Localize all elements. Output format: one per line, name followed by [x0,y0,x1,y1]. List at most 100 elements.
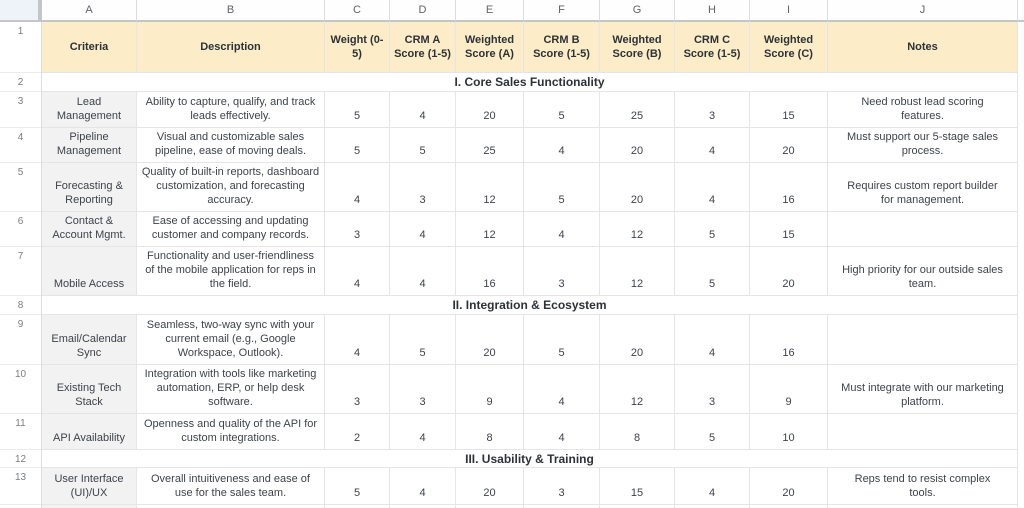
column-header-A[interactable]: A [42,0,137,22]
column-header-G[interactable]: G [600,0,675,22]
section-header-row-2[interactable]: I. Core Sales Functionality [42,73,1018,92]
cell-G7[interactable]: 12 [600,247,675,296]
cell-D6[interactable]: 4 [390,212,456,247]
cell-F1[interactable]: CRM B Score (1-5) [524,22,600,73]
cell-H7[interactable]: 5 [675,247,750,296]
cell-J13[interactable]: Reps tend to resist complex tools. [828,468,1018,505]
cell-F11[interactable]: 4 [524,414,600,450]
cell-B10[interactable]: Integration with tools like marketing au… [137,365,325,414]
cell-E1[interactable]: Weighted Score (A) [456,22,524,73]
cell-G4[interactable]: 20 [600,128,675,163]
cell-B7[interactable]: Functionality and user-friendliness of t… [137,247,325,296]
cell-G6[interactable]: 12 [600,212,675,247]
cell-E3[interactable]: 20 [456,92,524,128]
cell-G3[interactable]: 25 [600,92,675,128]
cell-J3[interactable]: Need robust lead scoring features. [828,92,1018,128]
cell-B4[interactable]: Visual and customizable sales pipeline, … [137,128,325,163]
row-header-10[interactable]: 10 [0,365,41,414]
row-header-7[interactable]: 7 [0,247,41,296]
cell-H4[interactable]: 4 [675,128,750,163]
cell-C13[interactable]: 5 [325,468,390,505]
column-header-D[interactable]: D [390,0,456,22]
cell-G13[interactable]: 15 [600,468,675,505]
cell-G11[interactable]: 8 [600,414,675,450]
cell-J5[interactable]: Requires custom report builder for manag… [828,163,1018,212]
cell-I10[interactable]: 9 [750,365,828,414]
column-header-I[interactable]: I [750,0,828,22]
cell-B6[interactable]: Ease of accessing and updating customer … [137,212,325,247]
cell-E10[interactable]: 9 [456,365,524,414]
cell-E5[interactable]: 12 [456,163,524,212]
section-header-row-8[interactable]: II. Integration & Ecosystem [42,296,1018,315]
cell-A7[interactable]: Mobile Access [42,247,137,296]
cell-H10[interactable]: 3 [675,365,750,414]
cell-D1[interactable]: CRM A Score (1-5) [390,22,456,73]
select-all-corner[interactable] [0,0,42,22]
cell-I3[interactable]: 15 [750,92,828,128]
cell-A9[interactable]: Email/Calendar Sync [42,315,137,365]
cell-J1[interactable]: Notes [828,22,1018,73]
cell-E6[interactable]: 12 [456,212,524,247]
cell-A3[interactable]: Lead Management [42,92,137,128]
cell-B13[interactable]: Overall intuitiveness and ease of use fo… [137,468,325,505]
cell-G5[interactable]: 20 [600,163,675,212]
cell-G9[interactable]: 20 [600,315,675,365]
cell-F4[interactable]: 4 [524,128,600,163]
row-header-13[interactable]: 13 [0,468,41,505]
row-header-6[interactable]: 6 [0,212,41,247]
cell-D3[interactable]: 4 [390,92,456,128]
cell-C6[interactable]: 3 [325,212,390,247]
cell-B5[interactable]: Quality of built-in reports, dashboard c… [137,163,325,212]
cell-D5[interactable]: 3 [390,163,456,212]
cell-A13[interactable]: User Interface (UI)/UX [42,468,137,505]
cell-I9[interactable]: 16 [750,315,828,365]
cell-D13[interactable]: 4 [390,468,456,505]
cell-E4[interactable]: 25 [456,128,524,163]
cell-J6[interactable] [828,212,1018,247]
cell-D7[interactable]: 4 [390,247,456,296]
cell-E7[interactable]: 16 [456,247,524,296]
cell-B1[interactable]: Description [137,22,325,73]
cell-B11[interactable]: Openness and quality of the API for cust… [137,414,325,450]
cell-A6[interactable]: Contact & Account Mgmt. [42,212,137,247]
cell-A11[interactable]: API Availability [42,414,137,450]
cell-A10[interactable]: Existing Tech Stack [42,365,137,414]
cell-H5[interactable]: 4 [675,163,750,212]
cell-J7[interactable]: High priority for our outside sales team… [828,247,1018,296]
row-header-3[interactable]: 3 [0,92,41,128]
cell-A4[interactable]: Pipeline Management [42,128,137,163]
cell-C10[interactable]: 3 [325,365,390,414]
cell-C5[interactable]: 4 [325,163,390,212]
cell-C11[interactable]: 2 [325,414,390,450]
cell-A1[interactable]: Criteria [42,22,137,73]
cell-F5[interactable]: 5 [524,163,600,212]
cell-G1[interactable]: Weighted Score (B) [600,22,675,73]
cell-J4[interactable]: Must support our 5-stage sales process. [828,128,1018,163]
row-header-5[interactable]: 5 [0,163,41,212]
section-header-row-12[interactable]: III. Usability & Training [42,450,1018,468]
cell-H1[interactable]: CRM C Score (1-5) [675,22,750,73]
cell-J11[interactable] [828,414,1018,450]
row-header-12[interactable]: 12 [0,450,41,468]
cell-H13[interactable]: 4 [675,468,750,505]
cell-I1[interactable]: Weighted Score (C) [750,22,828,73]
column-header-H[interactable]: H [675,0,750,22]
cell-C1[interactable]: Weight (0-5) [325,22,390,73]
cell-H6[interactable]: 5 [675,212,750,247]
cell-J9[interactable] [828,315,1018,365]
cell-I11[interactable]: 10 [750,414,828,450]
cell-C4[interactable]: 5 [325,128,390,163]
cell-D9[interactable]: 5 [390,315,456,365]
column-header-J[interactable]: J [828,0,1018,22]
cell-D11[interactable]: 4 [390,414,456,450]
cell-F9[interactable]: 5 [524,315,600,365]
cell-F3[interactable]: 5 [524,92,600,128]
cell-H3[interactable]: 3 [675,92,750,128]
cell-H11[interactable]: 5 [675,414,750,450]
row-header-4[interactable]: 4 [0,128,41,163]
row-header-11[interactable]: 11 [0,414,41,450]
cell-C3[interactable]: 5 [325,92,390,128]
cell-H9[interactable]: 4 [675,315,750,365]
cell-F7[interactable]: 3 [524,247,600,296]
cell-B9[interactable]: Seamless, two-way sync with your current… [137,315,325,365]
